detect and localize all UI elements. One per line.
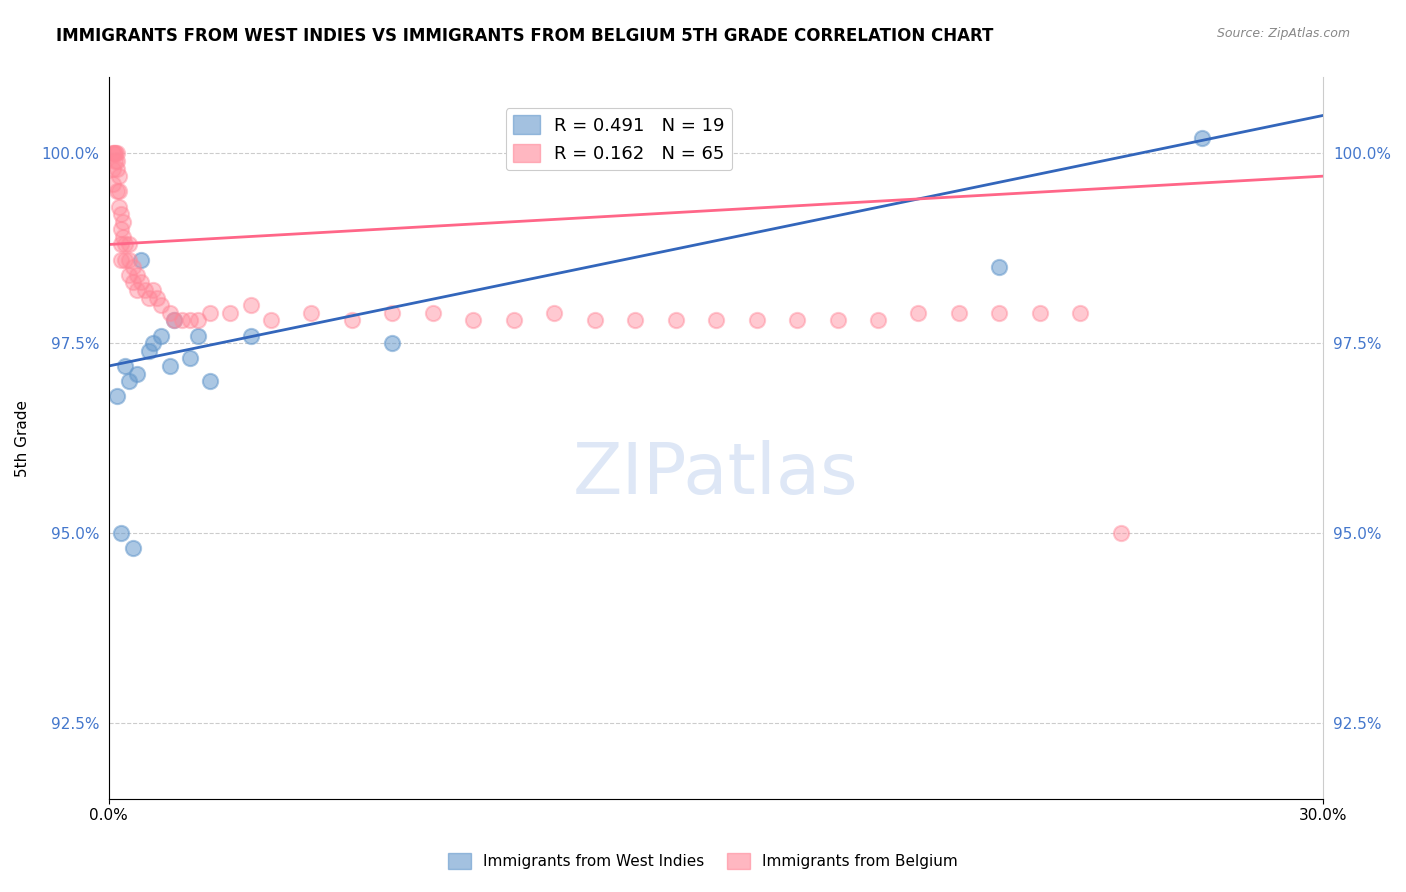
Point <box>142 283 165 297</box>
Point <box>111 215 134 229</box>
Point <box>187 313 209 327</box>
Point <box>988 306 1011 320</box>
Point <box>179 313 201 327</box>
Point <box>786 313 808 327</box>
Point <box>159 359 181 373</box>
Point <box>988 260 1011 275</box>
Point <box>110 222 132 236</box>
Point <box>146 291 169 305</box>
Point <box>134 283 156 297</box>
Point <box>129 276 152 290</box>
Point <box>340 313 363 327</box>
Point <box>105 146 128 161</box>
Point <box>118 252 141 267</box>
Point <box>104 146 127 161</box>
Point <box>104 153 127 168</box>
Point <box>122 276 145 290</box>
Point <box>150 298 173 312</box>
Point <box>159 306 181 320</box>
Point <box>907 306 929 320</box>
Point <box>827 313 849 327</box>
Text: IMMIGRANTS FROM WEST INDIES VS IMMIGRANTS FROM BELGIUM 5TH GRADE CORRELATION CHA: IMMIGRANTS FROM WEST INDIES VS IMMIGRANT… <box>56 27 994 45</box>
Legend: R = 0.491   N = 19, R = 0.162   N = 65: R = 0.491 N = 19, R = 0.162 N = 65 <box>506 108 733 170</box>
Point <box>118 237 141 252</box>
Text: ZIPatlas: ZIPatlas <box>574 440 859 508</box>
Point <box>948 306 970 320</box>
Point <box>138 291 160 305</box>
Point <box>583 313 606 327</box>
Point <box>114 359 136 373</box>
Point <box>118 374 141 388</box>
Point <box>127 367 149 381</box>
Point <box>110 252 132 267</box>
Point <box>101 146 124 161</box>
Point <box>239 298 262 312</box>
Point <box>381 306 404 320</box>
Point <box>704 313 727 327</box>
Point <box>142 336 165 351</box>
Legend: Immigrants from West Indies, Immigrants from Belgium: Immigrants from West Indies, Immigrants … <box>441 847 965 875</box>
Point <box>114 237 136 252</box>
Point <box>122 541 145 556</box>
Point <box>105 184 128 198</box>
Point <box>624 313 647 327</box>
Point <box>110 237 132 252</box>
Point <box>150 328 173 343</box>
Point <box>198 306 221 320</box>
Point <box>543 306 565 320</box>
Point <box>1109 526 1132 541</box>
Point <box>114 252 136 267</box>
Point <box>127 268 149 282</box>
Point <box>105 161 128 176</box>
Point <box>111 230 134 244</box>
Point <box>260 313 283 327</box>
Point <box>122 260 145 275</box>
Point <box>105 153 128 168</box>
Point <box>179 351 201 366</box>
Point <box>422 306 444 320</box>
Point <box>381 336 404 351</box>
Point <box>866 313 889 327</box>
Point <box>101 146 124 161</box>
Point <box>105 389 128 403</box>
Point <box>162 313 184 327</box>
Point <box>745 313 768 327</box>
Point <box>118 268 141 282</box>
Point <box>502 313 524 327</box>
Point <box>1191 131 1213 145</box>
Point <box>162 313 184 327</box>
Point <box>1069 306 1091 320</box>
Point <box>1029 306 1052 320</box>
Text: Source: ZipAtlas.com: Source: ZipAtlas.com <box>1216 27 1350 40</box>
Point <box>101 177 124 191</box>
Point <box>101 161 124 176</box>
Point <box>187 328 209 343</box>
Point <box>110 207 132 221</box>
Point <box>127 283 149 297</box>
Point <box>129 252 152 267</box>
Point <box>299 306 322 320</box>
Point <box>108 184 131 198</box>
Point <box>198 374 221 388</box>
Point <box>110 526 132 541</box>
Point <box>138 343 160 358</box>
Y-axis label: 5th Grade: 5th Grade <box>15 400 30 476</box>
Point <box>170 313 193 327</box>
Point <box>219 306 242 320</box>
Point <box>463 313 485 327</box>
Point <box>664 313 686 327</box>
Point <box>239 328 262 343</box>
Point <box>104 146 127 161</box>
Point <box>108 200 131 214</box>
Point <box>108 169 131 183</box>
